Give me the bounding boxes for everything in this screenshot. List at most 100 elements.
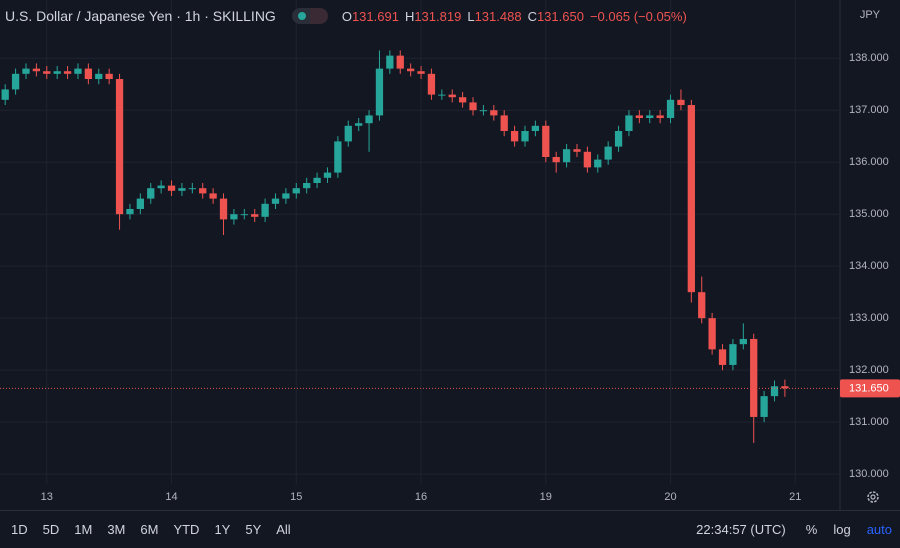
change: −0.065 (−0.05%)	[589, 8, 687, 24]
candle-body	[500, 115, 508, 132]
candle-body	[230, 214, 238, 220]
candle-body	[521, 131, 529, 142]
candle-body	[510, 131, 519, 142]
range-button[interactable]: 3M	[107, 522, 126, 537]
ohlc-key: C	[527, 8, 537, 24]
candle-body	[313, 177, 321, 183]
candle-body	[781, 386, 789, 389]
candle-body	[251, 214, 259, 217]
candle-body	[323, 172, 332, 178]
candle-body	[375, 68, 384, 116]
candle-body	[84, 68, 93, 80]
candle-body	[666, 99, 675, 119]
candle-body	[542, 125, 550, 158]
y-tick-label: 137.000	[849, 104, 889, 116]
candle-body	[43, 71, 51, 74]
candle-body	[53, 71, 61, 74]
candle-body	[458, 97, 467, 103]
candle-body	[635, 115, 643, 119]
toolbar: 1D 5D 1M 3M 6M YTD 1Y 5Y All 22:34:57 (UTC) % log…	[0, 510, 900, 548]
candle-body	[646, 115, 654, 119]
candle-body	[240, 214, 248, 216]
candle-body	[448, 94, 456, 98]
x-tick-label: 16	[415, 491, 427, 503]
candle-body	[63, 71, 72, 74]
candle-body	[729, 344, 737, 365]
range-button[interactable]: 1Y	[214, 522, 231, 537]
y-tick-label: 135.000	[849, 208, 889, 220]
candle-body	[199, 188, 207, 194]
candle-body	[718, 349, 727, 365]
y-tick-label: 138.000	[849, 52, 889, 64]
scale-option[interactable]: %	[805, 522, 818, 537]
candle-body	[147, 188, 155, 199]
candle-body	[739, 338, 747, 345]
candle-body	[614, 131, 623, 147]
candle-body	[427, 73, 436, 95]
clock: 22:34:57 (UTC)	[696, 522, 786, 537]
candle-body	[334, 141, 342, 173]
candle-body	[136, 198, 144, 209]
x-tick-label: 20	[664, 491, 676, 503]
x-tick-label: 19	[540, 491, 552, 503]
candle-body	[562, 149, 571, 163]
candle-body	[396, 55, 404, 69]
x-tick-label: 15	[290, 491, 302, 503]
candle-body	[552, 157, 560, 163]
candle-body	[209, 193, 217, 199]
range-button[interactable]: 5Y	[245, 522, 262, 537]
candle-body	[1, 89, 9, 100]
candle-body	[386, 55, 394, 69]
candle-body	[219, 198, 228, 220]
symbol-title[interactable]: U.S. Dollar / Japanese Yen · 1h · SKILLI…	[5, 8, 276, 24]
ohlc-value: 131.650	[536, 8, 584, 24]
candle-body	[438, 94, 446, 96]
candle-body	[282, 193, 290, 199]
range-button[interactable]: 5D	[42, 522, 60, 537]
candle-body	[355, 123, 363, 126]
ohlc-value: 131.488	[474, 8, 522, 24]
toggle[interactable]	[291, 8, 328, 24]
range-button[interactable]: 1M	[74, 522, 93, 537]
candle-body	[677, 99, 685, 106]
range-button[interactable]: 6M	[140, 522, 159, 537]
ohlc-key: O	[341, 8, 352, 24]
candle-body	[708, 318, 716, 350]
chart: 130.000 131.000 132.000 133.000 134.000 135.0…	[0, 0, 900, 510]
candle-body	[157, 185, 165, 189]
y-tick-label: 130.000	[849, 468, 889, 480]
ranges: 1D 5D 1M 3M 6M YTD 1Y 5Y All	[0, 522, 291, 537]
ohlc-value: 131.691	[351, 8, 399, 24]
candle-body	[594, 159, 602, 168]
candle-body	[531, 125, 540, 132]
candle-body	[303, 182, 311, 189]
currency[interactable]: JPY	[859, 9, 880, 21]
candle-body	[32, 68, 41, 72]
candle-body	[770, 386, 779, 397]
y-tick-label: 132.000	[849, 364, 889, 376]
settings-hub	[870, 494, 876, 500]
header: U.S. Dollar / Japanese Yen · 1h · SKILLI…	[5, 8, 687, 24]
candle-body	[760, 396, 768, 417]
candle-body	[604, 146, 612, 160]
candle-body	[573, 149, 581, 152]
range-button[interactable]: All	[276, 522, 291, 537]
range-button[interactable]: 1D	[11, 522, 28, 537]
scale-option[interactable]: auto	[866, 522, 892, 537]
price-tag	[840, 379, 900, 398]
candle-body	[698, 292, 706, 319]
range-button[interactable]: YTD	[173, 522, 200, 537]
y-tick-label: 131.000	[849, 416, 889, 428]
candle-body	[22, 68, 30, 74]
settings-icon[interactable]	[867, 491, 879, 503]
scale-option[interactable]: log	[833, 522, 851, 537]
candle-body	[261, 203, 269, 217]
candle-body	[292, 188, 300, 194]
candle-body	[469, 102, 477, 111]
x-tick-label: 13	[41, 491, 53, 503]
candle-body	[74, 68, 82, 74]
candle-body	[365, 115, 373, 124]
candle-body	[656, 115, 664, 119]
candle-body	[625, 115, 633, 132]
